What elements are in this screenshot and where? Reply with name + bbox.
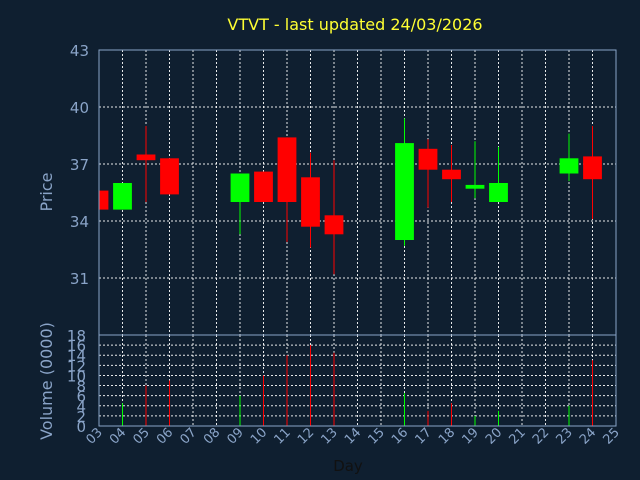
candle-body (489, 183, 508, 202)
candle-body (136, 154, 156, 161)
volume-tick-label: 16 (67, 337, 86, 355)
volume-tick-label: 14 (67, 347, 86, 365)
price-tick-label: 31 (70, 270, 89, 288)
volume-tick-label: 12 (67, 357, 86, 375)
candle-body (254, 171, 273, 202)
candle-body (230, 173, 250, 202)
candle-body (113, 183, 132, 210)
price-tick-label: 40 (70, 99, 89, 117)
volume-tick-label: 0 (76, 418, 86, 436)
volume-tick-label: 10 (67, 367, 86, 385)
candles (98, 118, 602, 275)
volume-panel-frame (98, 334, 617, 427)
price-tick-label: 37 (70, 156, 89, 174)
candle-body (418, 148, 438, 170)
volume-tick-label: 2 (76, 408, 86, 426)
volume-tick-label: 18 (67, 327, 86, 345)
volume-tick-label: 6 (76, 388, 86, 406)
price-grid (99, 49, 616, 335)
volume-bars (122, 345, 593, 426)
price-tick-label: 34 (70, 213, 89, 231)
candle-body (465, 184, 485, 189)
candle-body (301, 177, 320, 227)
chart-title: VTVT - last updated 24/03/2026 (227, 15, 482, 34)
candle-body (395, 143, 414, 240)
candle-body (559, 158, 579, 174)
candle-body (442, 169, 461, 180)
x-axis-label: Day (333, 457, 363, 475)
price-y-ticks: 31 34 37 40 43 (70, 42, 89, 288)
x-ticks: 03 04 05 06 07 08 09 10 11 12 13 14 15 16 17 18 19 20 21 22… (84, 425, 623, 447)
volume-tick-label: 4 (76, 398, 86, 416)
volume-axis-label: Volume (0000) (37, 322, 56, 440)
candle-body (324, 215, 344, 235)
volume-tick-label: 8 (76, 378, 86, 396)
price-axis-label: Price (37, 172, 56, 211)
price-tick-label: 43 (70, 42, 89, 60)
candle-body (160, 158, 179, 195)
candle-body (277, 137, 297, 202)
candle-body (99, 190, 109, 210)
candle-body (583, 156, 602, 180)
